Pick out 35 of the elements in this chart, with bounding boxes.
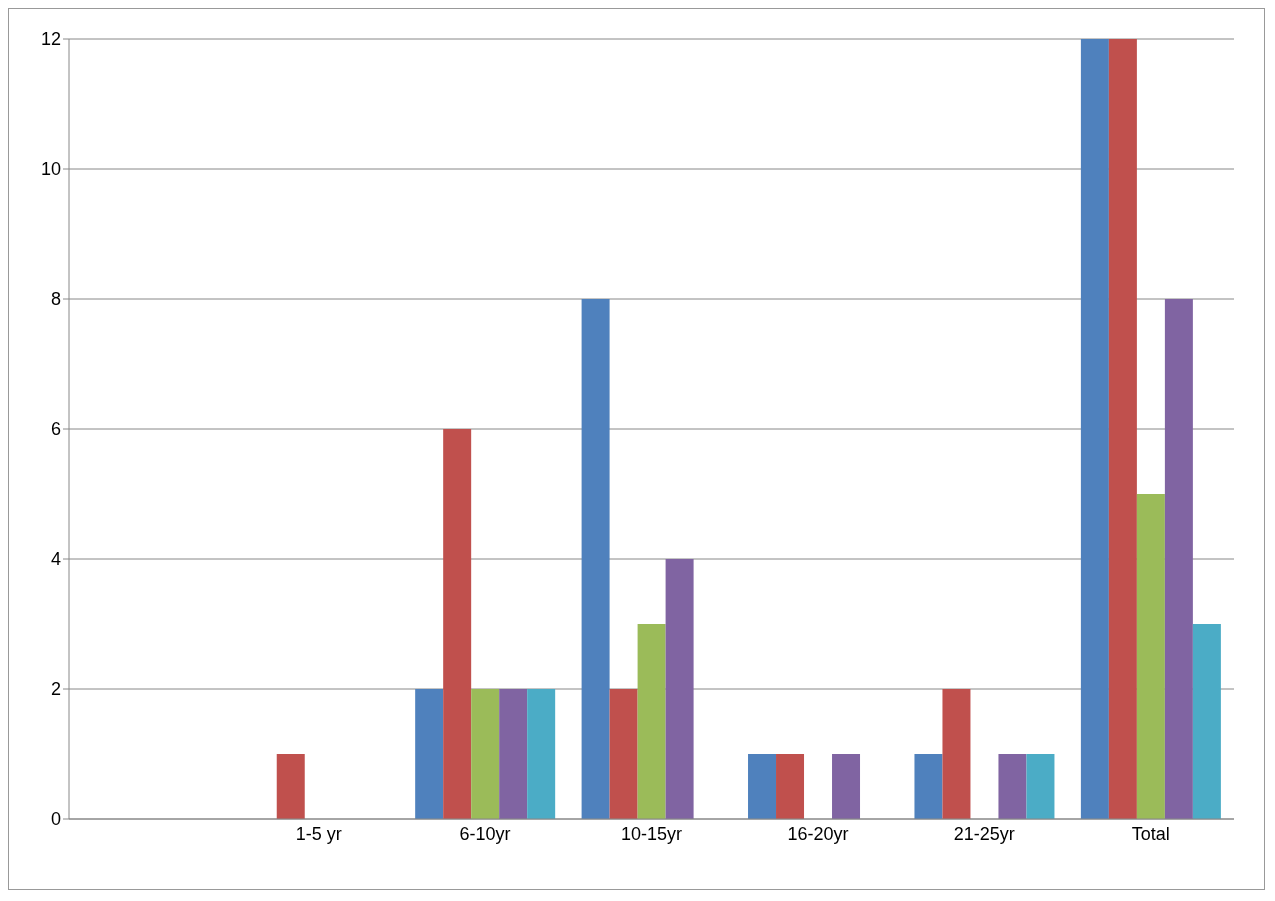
y-tick-label: 6	[50, 419, 61, 440]
x-tick-label: 6-10yr	[459, 823, 511, 844]
bar	[1192, 624, 1221, 819]
x-tick-label: 21-25yr	[953, 823, 1015, 844]
y-tick-label: 10	[40, 159, 61, 180]
bar	[499, 689, 528, 819]
bar	[832, 754, 861, 819]
x-tick-label: Total	[1131, 823, 1170, 844]
bar	[942, 689, 971, 819]
y-tick-label: 12	[40, 29, 61, 50]
bar	[1108, 39, 1137, 819]
bar	[665, 559, 694, 819]
bar	[276, 754, 305, 819]
x-tick-label: 1-5 yr	[295, 823, 342, 844]
y-tick-label: 2	[50, 679, 61, 700]
y-tick-label: 0	[50, 809, 61, 830]
bar	[776, 754, 805, 819]
bar	[581, 299, 610, 819]
bar	[415, 689, 444, 819]
x-tick-label: 10-15yr	[620, 823, 683, 844]
y-tick-label: 8	[50, 289, 61, 310]
bar	[1080, 39, 1109, 819]
bar	[443, 429, 472, 819]
bar	[748, 754, 777, 819]
bar	[1164, 299, 1193, 819]
bar	[1026, 754, 1055, 819]
bar	[1136, 494, 1165, 819]
bar	[998, 754, 1027, 819]
bar	[527, 689, 556, 819]
bar	[609, 689, 638, 819]
bar	[637, 624, 666, 819]
bar	[471, 689, 500, 819]
x-tick-label: 16-20yr	[787, 823, 849, 844]
y-tick-label: 4	[50, 549, 61, 570]
bar	[914, 754, 943, 819]
